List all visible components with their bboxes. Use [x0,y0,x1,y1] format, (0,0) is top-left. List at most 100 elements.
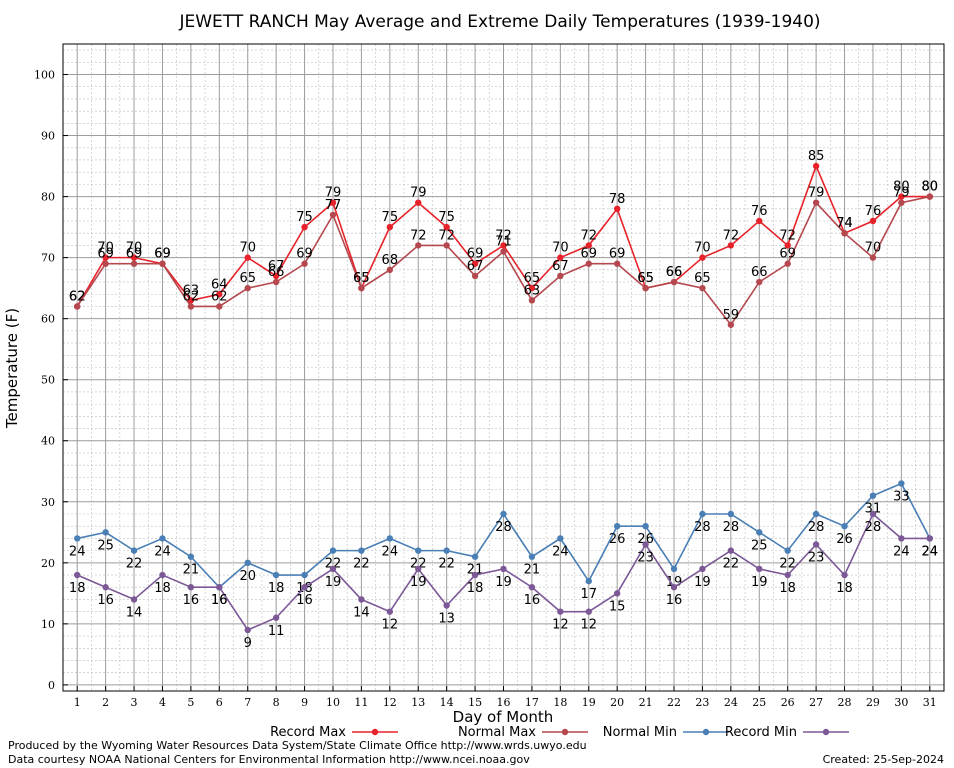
data-point [187,303,195,310]
x-axis-ticks: 1 2 3 4 5 6 7 8 9 10 11 12 13 14 15 16 17 18 19 20 21 22 23 24 2… [74,686,937,709]
legend: Record Max Normal Max Normal Min Record Min [270,725,849,740]
data-label: 16 [97,593,114,608]
data-point [244,284,251,292]
data-point [670,565,678,573]
data-label: 72 [779,228,796,243]
data-label: 18 [154,581,171,596]
legend-marker [702,728,710,736]
data-point [898,480,905,487]
x-tick-label: 13 [411,696,425,709]
data-point [272,571,280,579]
data-label: 18 [268,581,285,596]
x-tick-label: 18 [553,696,567,709]
data-point [130,547,138,554]
data-label: 75 [382,210,399,225]
data-label: 24 [69,544,86,559]
x-tick-label: 1 [74,696,81,709]
y-tick-label: 90 [41,130,55,143]
x-tick-label: 31 [923,696,937,709]
data-point [301,223,308,231]
data-point [159,535,166,542]
series-record-min: 18 16 14 18 16 16 9 11 16 19 14 12 19 13 18 19 16 12 12 15 2… [69,510,939,651]
y-tick-label: 20 [41,557,55,570]
legend-marker [371,728,379,736]
data-point [926,535,933,542]
data-point [812,162,820,170]
data-label: 69 [126,247,143,262]
x-tick-label: 30 [894,696,908,709]
data-point [301,260,308,267]
data-point [102,584,109,591]
data-label: 22 [410,557,427,572]
data-point [557,272,564,280]
x-tick-label: 20 [610,696,624,709]
data-point [216,291,223,298]
x-tick-label: 25 [752,696,766,709]
data-label: 16 [211,593,228,608]
data-point [869,254,877,261]
data-label: 79 [325,186,342,201]
data-point [272,614,280,621]
data-point [926,193,933,200]
data-point [585,577,592,585]
data-point [528,584,536,591]
data-label: 80 [922,180,939,195]
data-point [244,559,251,567]
data-point [869,510,877,518]
y-tick-label: 60 [41,313,55,326]
data-point [471,260,479,267]
data-label: 78 [609,192,626,207]
y-tick-label: 80 [41,191,55,204]
data-label: 79 [410,186,427,201]
data-label: 25 [751,538,768,553]
data-point [102,254,109,261]
data-label: 23 [637,551,654,566]
data-label: 16 [183,593,200,608]
data-label: 24 [154,544,171,559]
data-point [500,248,507,255]
data-point [471,272,479,280]
data-point [727,321,735,328]
data-point [528,297,536,304]
data-label: 72 [410,228,427,243]
y-tick-label: 0 [48,679,55,692]
data-label: 28 [723,520,740,535]
data-point [557,535,564,542]
data-label: 59 [723,308,740,323]
data-point [386,535,394,542]
data-point [187,584,195,591]
x-tick-label: 7 [244,696,251,709]
x-tick-label: 24 [724,696,738,709]
data-label: 19 [666,575,683,590]
data-label: 24 [922,544,939,559]
data-label: 67 [268,259,285,274]
data-point [244,626,251,634]
x-tick-label: 29 [866,696,880,709]
y-tick-label: 70 [41,252,55,265]
x-tick-label: 6 [216,696,223,709]
data-point [329,199,337,206]
data-point [187,553,195,560]
data-label: 22 [723,557,740,572]
x-axis-label: Day of Month [453,708,554,726]
data-label: 65 [353,271,370,286]
data-label: 16 [524,593,541,608]
data-label: 69 [580,247,597,262]
data-point [613,260,621,267]
data-label: 65 [353,271,370,286]
data-point [159,260,166,267]
data-point [727,242,735,249]
data-label: 69 [154,247,171,262]
data-point [272,278,280,286]
data-label: 22 [353,557,370,572]
y-tick-label: 100 [34,69,55,82]
x-tick-label: 12 [383,696,397,709]
data-point [329,547,337,554]
data-point [386,223,394,231]
data-point [699,254,706,261]
data-label: 22 [126,557,143,572]
data-point [130,260,138,267]
data-point [898,199,905,206]
data-point [812,199,820,206]
data-point [74,571,81,579]
